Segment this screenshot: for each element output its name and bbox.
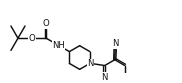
Text: N: N	[87, 59, 94, 68]
Text: N: N	[102, 73, 108, 82]
Text: NH: NH	[52, 41, 65, 50]
Text: O: O	[43, 19, 50, 28]
Text: O: O	[29, 34, 35, 43]
Text: N: N	[112, 39, 118, 48]
